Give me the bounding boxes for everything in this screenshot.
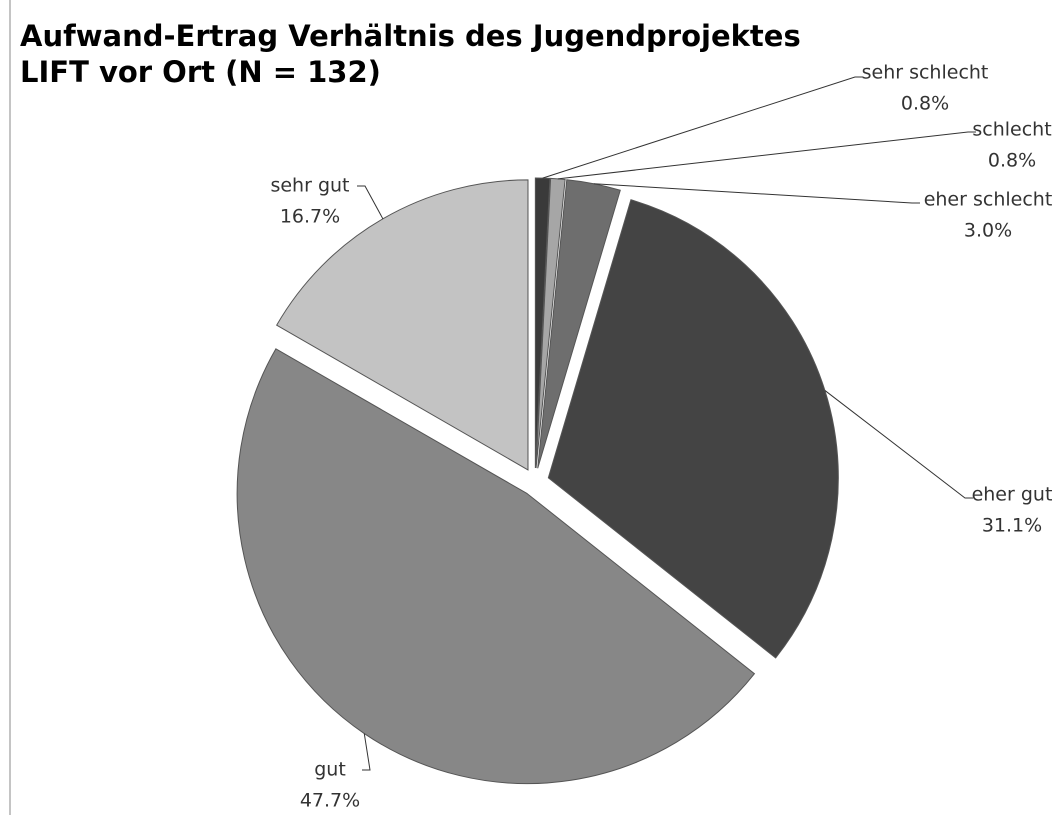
pie-slice <box>547 199 839 659</box>
slice-label: eher gut <box>972 484 1053 506</box>
leader-line <box>824 390 973 499</box>
value-label: 31.1% <box>982 515 1042 537</box>
pie-slice <box>236 348 756 785</box>
chart-title: Aufwand-Ertrag Verhältnis des Jugendproj… <box>20 19 801 89</box>
value-label: 0.8% <box>988 150 1036 172</box>
value-label: 47.7% <box>300 790 360 812</box>
pie-slice <box>534 177 551 469</box>
leader-line <box>362 733 371 771</box>
value-label: 3.0% <box>964 220 1012 242</box>
slice-label: sehr schlecht <box>862 62 989 84</box>
leader-line <box>357 185 384 220</box>
slice-label: gut <box>314 759 346 781</box>
leader-line <box>542 76 863 179</box>
leader-line <box>593 183 920 204</box>
slice-label: sehr gut <box>270 175 349 197</box>
slice-label: eher schlecht <box>924 189 1053 211</box>
pie-slice <box>535 177 566 469</box>
leader-line <box>557 131 976 180</box>
value-label: 0.8% <box>901 93 949 115</box>
value-label: 16.7% <box>280 206 340 228</box>
slice-label: schlecht <box>972 119 1051 141</box>
pie-slice <box>537 179 621 469</box>
